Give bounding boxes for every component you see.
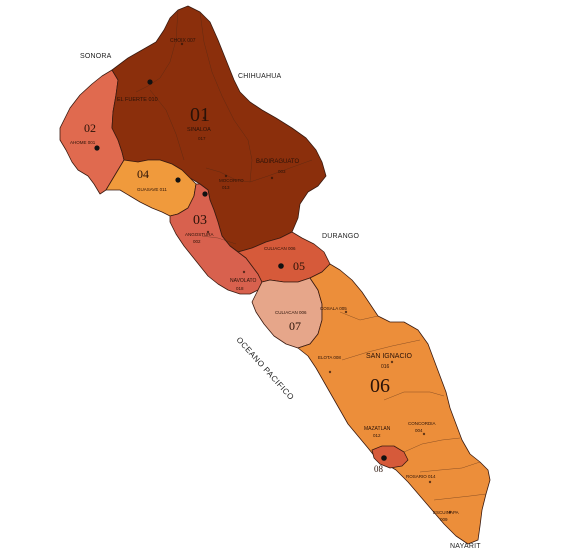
seat-dot-badiraguato <box>270 176 274 180</box>
district-number-06: 06 <box>370 375 390 397</box>
label-badiraguato-name: BADIRAGUATO <box>256 159 299 165</box>
seat-dot-san-ignacio <box>390 360 394 364</box>
municipality-boundaries <box>135 9 487 501</box>
label-elota: ELOTA 008 <box>318 355 341 360</box>
label-el-fuerte: EL FUERTE 010 <box>117 97 158 103</box>
label-sinaloa-code: 017 <box>198 136 206 141</box>
label-san-ignacio-name: SAN IGNACIO <box>366 353 412 360</box>
label-navolato-name: NAVOLATO <box>230 278 257 284</box>
city-dot-los-mochis <box>94 145 100 151</box>
district-01[interactable] <box>111 5 327 253</box>
seat-dot-navolato <box>242 270 246 274</box>
district-number-03: 03 <box>193 213 207 228</box>
municipal-seats <box>94 42 452 514</box>
label-angostura-code: 002 <box>193 239 201 244</box>
city-dot-guamuchil <box>202 191 208 197</box>
label-nayarit: NAYARIT <box>450 543 481 550</box>
district-number-04: 04 <box>137 167 149 181</box>
city-dot-guasave <box>175 177 181 183</box>
label-sinaloa-name: SINALOA <box>187 127 211 133</box>
label-navolato-code: 018 <box>236 286 244 291</box>
district-number-07: 07 <box>289 319 301 333</box>
district-03[interactable] <box>169 183 263 295</box>
label-culiacan-south: CULIACAN 006 <box>275 310 307 315</box>
label-ocean: OCEANO PACIFICO <box>235 335 296 402</box>
label-choix: CHOIX 007 <box>170 38 196 44</box>
district-number-02: 02 <box>84 121 96 135</box>
label-escuinapa-name: ESCUINAPA <box>433 510 459 515</box>
seat-dot-sinaloa <box>202 116 206 120</box>
district-number-05: 05 <box>293 259 305 273</box>
city-dot-el-fuerte <box>147 79 153 85</box>
label-san-ignacio-code: 016 <box>381 364 390 370</box>
seat-dot-mocorito <box>224 174 228 178</box>
city-dot-mazatlan <box>381 455 387 461</box>
seat-dot-rosario <box>428 480 432 484</box>
label-mazatlan-name: MAZATLAN <box>364 426 391 432</box>
label-mocorito-name: MOCORITO <box>219 178 244 183</box>
label-durango: DURANGO <box>322 233 360 240</box>
label-concordia-name: CONCORDIA <box>408 421 436 426</box>
label-mocorito-code: 013 <box>222 185 230 190</box>
label-culiacan-north: CULIACAN 006 <box>264 246 296 251</box>
seat-dot-angostura <box>206 230 210 234</box>
seat-dot-concordia <box>422 432 426 436</box>
label-angostura-name: ANGOSTURA <box>185 232 214 237</box>
city-dot-culiacan <box>278 263 284 269</box>
district-08[interactable] <box>371 445 409 469</box>
label-concordia-code: 004 <box>415 428 423 433</box>
label-badiraguato-code: 003 <box>278 169 286 174</box>
seat-dot-escuinapa <box>448 510 452 514</box>
district-06[interactable] <box>297 263 491 545</box>
label-chihuahua: CHIHUAHUA <box>238 73 282 80</box>
label-guasave: GUASAVE 011 <box>137 187 167 192</box>
seat-dot-cosala <box>344 310 348 314</box>
seat-dot-choix <box>180 42 184 46</box>
label-cosala: COSALA 005 <box>320 306 347 311</box>
seat-dot-elota <box>328 370 332 374</box>
label-rosario: ROSARIO 014 <box>406 474 436 479</box>
district-number-01: 01 <box>190 104 210 126</box>
district-number-08: 08 <box>374 464 384 474</box>
label-sonora: SONORA <box>80 53 112 60</box>
label-escuinapa-code: 009 <box>440 517 448 522</box>
label-ahome: AHOME 001 <box>70 140 96 145</box>
label-mazatlan-code: 012 <box>373 433 381 438</box>
